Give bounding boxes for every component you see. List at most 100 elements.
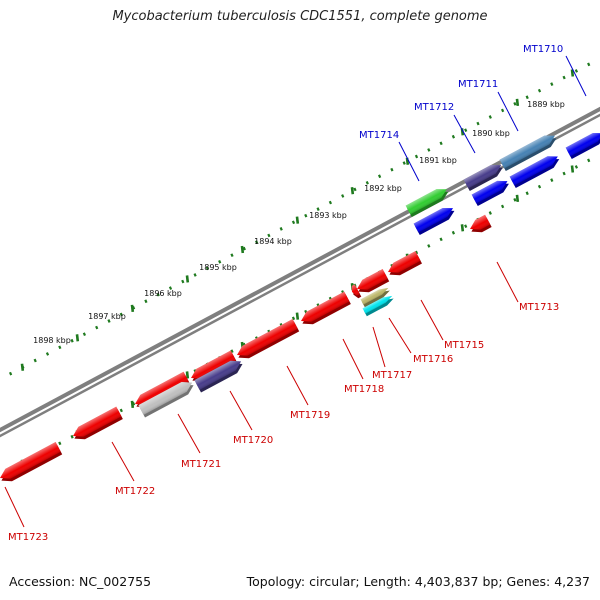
gene-label-mt1723[interactable]: MT1723 xyxy=(8,532,48,543)
ruler-minor-tick xyxy=(439,141,443,146)
ruler-minor-tick xyxy=(144,299,148,304)
ruler-minor-tick xyxy=(513,102,517,106)
ruler-major-tick xyxy=(295,216,300,224)
ruler-major-tick xyxy=(515,194,520,203)
leader-line-mt1714 xyxy=(398,141,420,182)
ruler-minor-tick xyxy=(82,332,87,337)
ruler-minor-tick xyxy=(304,213,308,218)
map-title: Mycobacterium tuberculosis CDC1551, comp… xyxy=(112,9,488,24)
gene-arrow-highlight xyxy=(351,284,360,296)
leader-line-mt1713 xyxy=(496,261,519,303)
gene-arrow-highlight xyxy=(471,180,508,204)
gene-mt1715-arrow[interactable] xyxy=(354,269,390,296)
ruler-minor-tick xyxy=(70,434,74,439)
gene-mt1721-arrow[interactable] xyxy=(138,378,196,418)
gene-mt1717-arrow[interactable] xyxy=(360,285,392,308)
ruler-minor-tick xyxy=(291,220,296,225)
gene-arrow-highlight xyxy=(499,135,555,169)
ruler-minor-tick xyxy=(537,184,542,189)
gene-mt1711-arrow[interactable] xyxy=(499,131,559,172)
gene-arrow-highlight xyxy=(388,251,421,273)
leader-line-mt1717 xyxy=(372,326,386,368)
leader-line-mt1720 xyxy=(229,390,253,431)
leader-line-mt1710 xyxy=(565,55,587,97)
gene-label-mt1714[interactable]: MT1714 xyxy=(359,130,399,141)
ruler-minor-tick xyxy=(427,244,431,248)
gene-label-mt1710[interactable]: MT1710 xyxy=(523,44,563,55)
gene-mt1720-arrow[interactable] xyxy=(194,357,245,393)
ruler-minor-tick xyxy=(587,158,591,163)
gene-mt1719-arrow[interactable] xyxy=(298,291,351,329)
ruler-major-tick xyxy=(75,334,80,342)
gene-label-mt1719[interactable]: MT1719 xyxy=(290,410,330,421)
ruler-minor-tick xyxy=(45,352,50,356)
leader-line-mt1719 xyxy=(286,365,309,406)
gene-label-mt1711[interactable]: MT1711 xyxy=(458,79,498,90)
ruler-tick-label: 1894 kbp xyxy=(254,237,292,246)
ruler-minor-tick xyxy=(587,62,591,67)
gene-label-mt1720[interactable]: MT1720 xyxy=(233,435,273,446)
gene-label-mt1715[interactable]: MT1715 xyxy=(444,340,484,351)
ruler-minor-tick xyxy=(562,171,566,176)
ruler-minor-tick xyxy=(464,128,468,133)
leader-line-mt1712 xyxy=(453,114,476,154)
ruler-minor-tick xyxy=(316,207,320,211)
ruler-minor-tick xyxy=(230,349,234,354)
ruler-minor-tick xyxy=(414,154,419,159)
gene-arrow-highlight xyxy=(362,295,393,314)
gene-mt1710-arrow[interactable] xyxy=(413,204,457,236)
ruler-minor-tick xyxy=(451,134,456,139)
ruler-minor-tick xyxy=(341,194,345,198)
ruler-minor-tick xyxy=(279,227,283,231)
leader-line-mt1723 xyxy=(4,486,25,528)
gene-mt1718-arrow[interactable] xyxy=(349,284,362,299)
gene-mt1710-arrow[interactable] xyxy=(565,129,600,160)
gene-mt1719-arrow[interactable] xyxy=(188,350,238,386)
ruler-major-tick xyxy=(570,69,575,77)
gene-arrow-highlight xyxy=(405,189,447,215)
ruler-tick-label: 1896 kbp xyxy=(144,289,182,298)
gene-labels: MT1710 MT1711 MT1712 MT1714 MT1713 MT1715 MT17… xyxy=(4,44,587,543)
ruler-upper-ticks xyxy=(8,62,591,376)
gene-mt1714-arrow[interactable] xyxy=(405,185,451,218)
ruler-minor-tick xyxy=(537,88,542,93)
gene-mt1710-arrow[interactable] xyxy=(471,177,512,207)
gene-label-mt1713[interactable]: MT1713 xyxy=(519,302,559,313)
ruler-minor-tick xyxy=(254,240,259,244)
ruler-minor-tick xyxy=(414,250,419,255)
gene-label-mt1721[interactable]: MT1721 xyxy=(181,459,221,470)
leader-line-mt1721 xyxy=(177,413,201,454)
ruler-minor-tick xyxy=(156,292,160,297)
ruler-minor-tick xyxy=(513,198,517,202)
ruler-tick-label: 1895 kbp xyxy=(199,263,237,272)
gene-arrow-highlight xyxy=(360,287,389,305)
gene-arrow-highlight xyxy=(135,371,189,405)
gene-label-mt1716[interactable]: MT1716 xyxy=(413,354,453,365)
ruler-minor-tick xyxy=(181,279,185,284)
gene-mt1722-arrow[interactable] xyxy=(70,406,123,444)
gene-arrow-depth xyxy=(362,290,390,308)
accession-text: Accession: NC_002755 xyxy=(9,574,152,589)
gene-mt1716-arrow[interactable] xyxy=(362,293,395,317)
gene-arrow-highlight xyxy=(73,406,122,437)
gene-label-mt1722[interactable]: MT1722 xyxy=(115,486,155,497)
gene-mt1710-arrow[interactable] xyxy=(509,152,562,189)
gene-mt1719-arrow[interactable] xyxy=(234,319,300,362)
gene-mt1712-arrow[interactable] xyxy=(463,161,505,192)
ruler-minor-tick xyxy=(427,148,431,152)
gene-arrow-highlight xyxy=(191,350,236,379)
gene-mt1713-arrow[interactable] xyxy=(467,214,492,237)
gene-mt1715-arrow[interactable] xyxy=(385,251,422,279)
gene-mt1723-arrow[interactable] xyxy=(0,442,63,485)
ruler-major-tick xyxy=(350,187,355,195)
gene-label-mt1712[interactable]: MT1712 xyxy=(414,102,454,113)
gene-arrow-highlight xyxy=(470,214,491,230)
gene-label-mt1717[interactable]: MT1717 xyxy=(372,370,412,381)
genome-summary-text: Topology: circular; Length: 4,403,837 bp… xyxy=(246,574,590,589)
ruler-tick-label: 1891 kbp xyxy=(419,156,457,165)
gene-arrow-depth xyxy=(364,298,394,317)
gene-label-mt1718[interactable]: MT1718 xyxy=(344,384,384,395)
gene-arrow-highlight xyxy=(0,442,61,479)
ruler-minor-tick xyxy=(205,266,210,271)
